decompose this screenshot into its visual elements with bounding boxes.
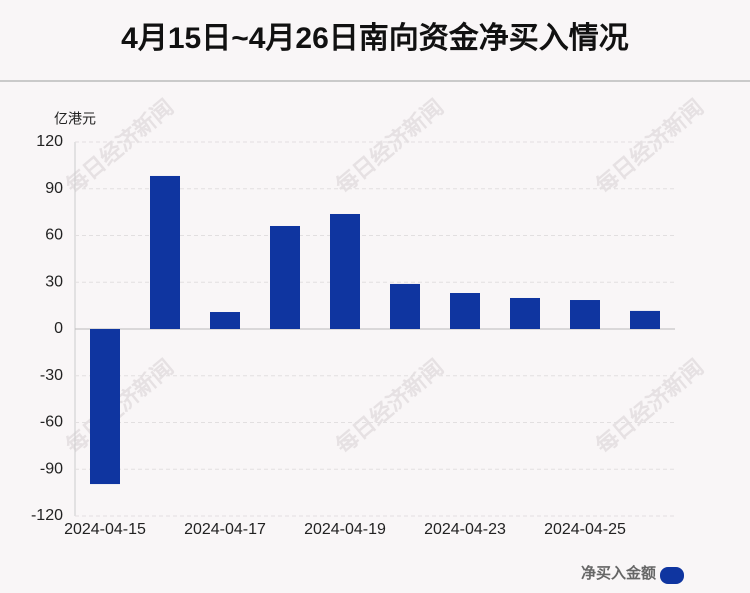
bar: [210, 312, 240, 329]
x-tick-label: 2024-04-23: [424, 521, 506, 538]
y-tick-label: -30: [40, 367, 63, 384]
y-tick-label: -90: [40, 460, 63, 477]
y-tick-label: 30: [45, 273, 63, 290]
x-tick-label: 2024-04-15: [64, 521, 146, 538]
bar: [330, 213, 360, 329]
bar: [150, 175, 180, 329]
chart-title: 4月15日~4月26日南向资金净买入情况: [121, 21, 629, 55]
y-tick-label: 90: [45, 180, 63, 197]
y-tick-label: 60: [45, 227, 63, 244]
x-tick-label: 2024-04-17: [184, 521, 266, 538]
legend-swatch: [660, 567, 684, 584]
x-tick-label: 2024-04-19: [304, 521, 386, 538]
x-tick-label: 2024-04-25: [544, 521, 626, 538]
bar: [630, 310, 660, 329]
y-tick-label: -120: [31, 507, 63, 524]
bar: [270, 225, 300, 329]
bar: [450, 293, 480, 329]
unit-label: 亿港元: [54, 111, 96, 127]
legend-label: 净买入金额: [581, 564, 656, 582]
bar: [510, 297, 540, 329]
bar: [570, 300, 600, 329]
bar: [390, 283, 420, 329]
y-tick-label: -60: [40, 414, 63, 431]
bar: [90, 329, 120, 485]
y-tick-label: 0: [54, 320, 63, 337]
y-tick-label: 120: [36, 133, 63, 150]
